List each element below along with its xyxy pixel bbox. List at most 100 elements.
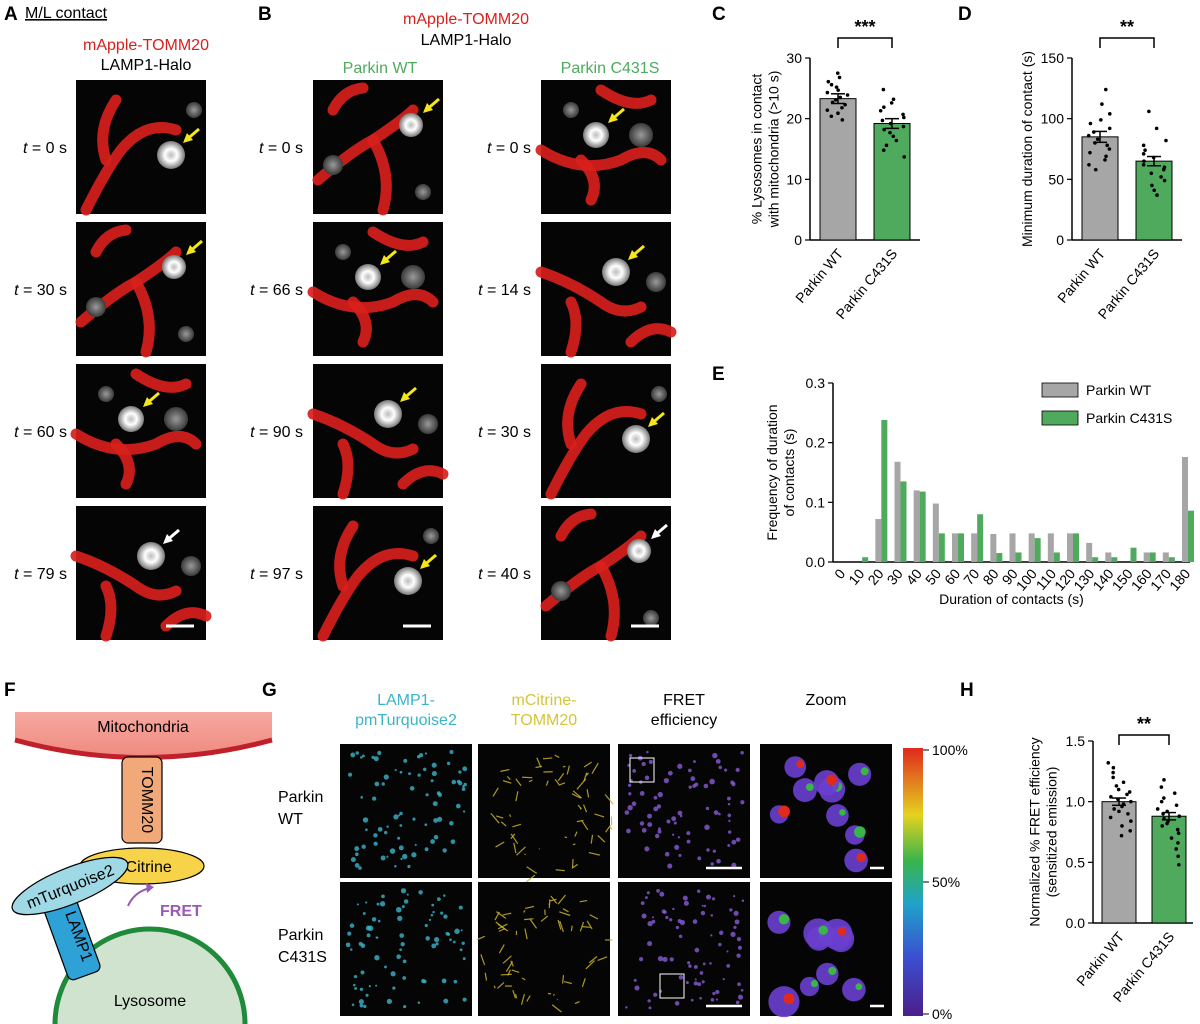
hist-bar-mut xyxy=(1111,557,1118,562)
puncta xyxy=(463,782,467,787)
hist-bar-wt xyxy=(971,533,978,562)
data-point xyxy=(1111,775,1115,780)
chart-h: 0.0 0.5 1.0 1.5 Normalized % FRET efficiency… xyxy=(1027,714,1193,1005)
significance-bracket xyxy=(1118,734,1170,745)
data-point xyxy=(878,108,883,113)
puncta xyxy=(379,901,386,907)
data-point xyxy=(889,101,894,105)
puncta xyxy=(715,998,719,1001)
puncta xyxy=(398,845,404,851)
puncta xyxy=(737,994,744,1000)
puncta xyxy=(733,910,739,916)
microscopy-tile xyxy=(541,364,671,500)
puncta xyxy=(647,920,653,927)
puncta xyxy=(359,1003,364,1008)
mito-filament xyxy=(548,899,551,909)
puncta xyxy=(397,915,403,922)
data-point xyxy=(1088,121,1093,126)
mito-filament xyxy=(562,974,565,984)
puncta xyxy=(386,825,389,828)
puncta xyxy=(441,978,447,984)
data-point xyxy=(1154,126,1159,131)
puncta xyxy=(710,934,713,937)
puncta xyxy=(730,931,736,937)
zoom-lysosome xyxy=(826,804,849,827)
puncta xyxy=(417,773,421,777)
puncta xyxy=(718,942,722,947)
puncta xyxy=(694,782,699,787)
mito-filament xyxy=(524,853,526,856)
puncta xyxy=(360,970,365,975)
puncta xyxy=(641,913,647,919)
data-point xyxy=(1127,790,1132,794)
puncta xyxy=(349,948,353,951)
puncta xyxy=(734,919,740,925)
data-point xyxy=(837,75,842,80)
data-point xyxy=(1120,824,1124,828)
hist-bar-wt xyxy=(1047,533,1054,562)
puncta xyxy=(399,948,402,951)
time-label: t = 40 s xyxy=(478,566,531,583)
puncta xyxy=(428,918,432,922)
puncta xyxy=(403,899,409,904)
mito-filament xyxy=(572,843,576,846)
data-point xyxy=(1114,784,1119,788)
mito-filament xyxy=(500,973,512,976)
mito-filament xyxy=(526,995,531,1002)
data-point xyxy=(1141,152,1146,156)
hist-bar-wt xyxy=(932,503,939,562)
y-tick-label: 0.0 xyxy=(806,554,826,570)
data-point xyxy=(1107,112,1112,116)
puncta xyxy=(737,945,742,950)
puncta xyxy=(657,955,664,962)
zoom-fret-spot xyxy=(818,925,828,935)
lysosome-signal xyxy=(651,386,667,402)
data-point xyxy=(1176,854,1180,859)
x-category-label: Parkin WT xyxy=(1073,928,1128,989)
puncta xyxy=(424,923,428,928)
lysosome-signal xyxy=(399,113,423,137)
puncta xyxy=(458,905,463,910)
puncta xyxy=(694,978,697,981)
significance-label: *** xyxy=(854,17,875,37)
data-point xyxy=(1150,183,1154,188)
data-point xyxy=(840,118,845,122)
puncta xyxy=(628,792,632,796)
data-point xyxy=(1141,162,1146,167)
time-t: t xyxy=(250,424,255,441)
puncta xyxy=(667,770,673,776)
hist-bar-wt xyxy=(1105,552,1112,562)
puncta xyxy=(362,817,369,823)
puncta xyxy=(377,750,382,756)
puncta xyxy=(412,817,416,821)
puncta xyxy=(394,769,397,772)
data-point xyxy=(1172,791,1177,795)
legend-label: Parkin C431S xyxy=(1086,410,1172,426)
hist-bar-mut xyxy=(1073,533,1079,562)
arrowhead-yellow xyxy=(648,417,658,427)
mitochondria-signal xyxy=(110,438,135,490)
panel-b-col-mut: Parkin C431S xyxy=(561,60,660,77)
panel-b-col-wt: Parkin WT xyxy=(343,60,418,77)
panel-b-label: B xyxy=(258,4,272,25)
mitochondria-signal xyxy=(535,266,647,317)
microscopy-tile xyxy=(540,506,671,642)
mito-filament xyxy=(497,923,509,932)
legend-label: Parkin WT xyxy=(1086,382,1152,398)
data-point xyxy=(1087,162,1091,167)
mito-filament xyxy=(500,768,510,772)
mito-filament xyxy=(557,919,562,930)
time-t: t xyxy=(250,566,255,583)
puncta xyxy=(696,889,701,893)
puncta xyxy=(624,810,630,815)
puncta xyxy=(400,942,405,947)
arrowhead-yellow xyxy=(183,133,193,143)
y-tick-label: 0.5 xyxy=(1066,854,1086,870)
puncta xyxy=(462,997,467,1002)
time-t: t xyxy=(487,140,492,157)
puncta xyxy=(715,989,720,995)
puncta xyxy=(414,843,417,846)
y-axis-title: (sensitized emission) xyxy=(1044,767,1060,898)
puncta xyxy=(704,824,710,831)
puncta xyxy=(449,938,452,942)
